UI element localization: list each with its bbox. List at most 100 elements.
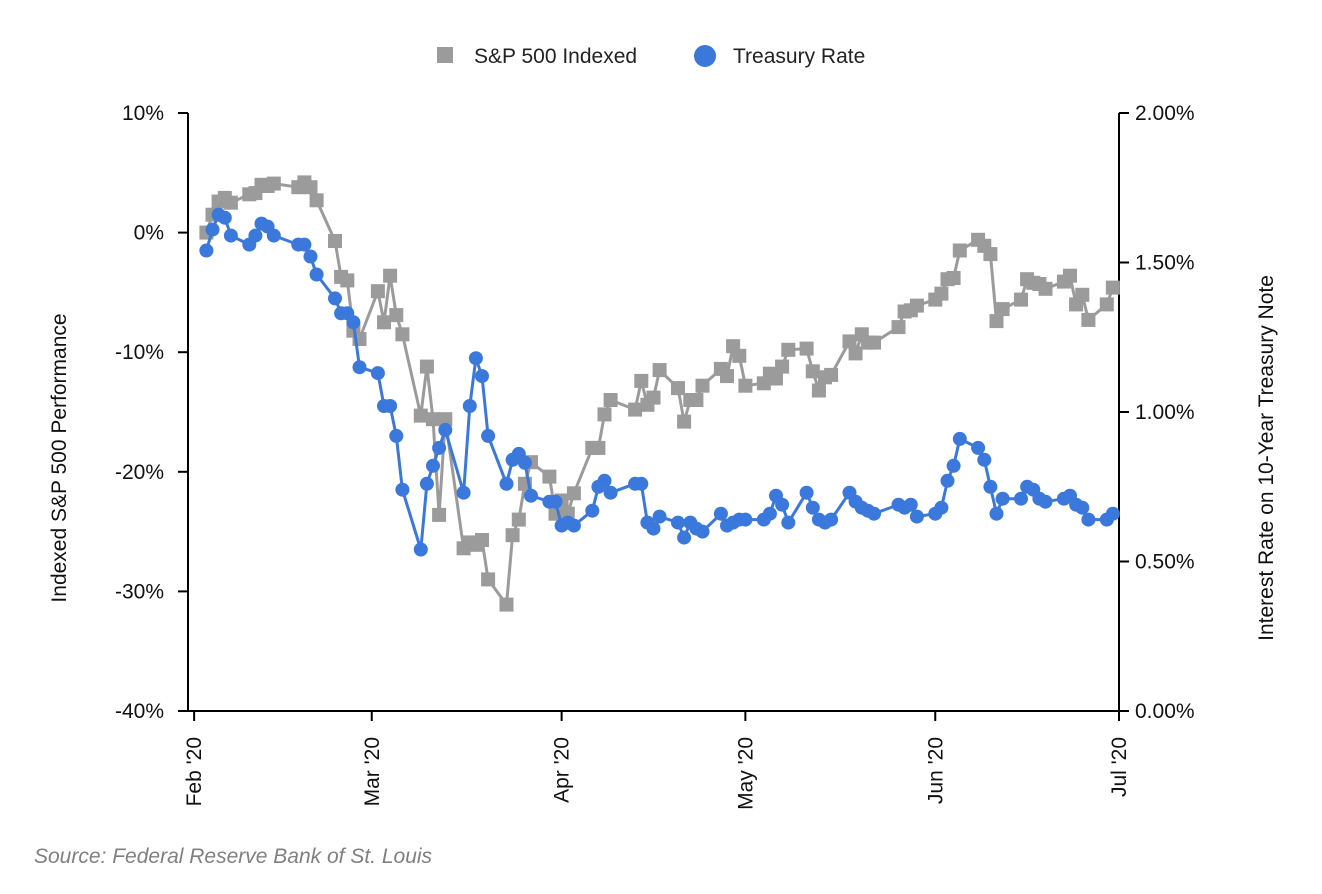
sp500-point xyxy=(511,512,526,527)
treasury-point xyxy=(671,515,685,530)
sp500-point xyxy=(628,402,643,417)
treasury-point xyxy=(762,506,777,521)
sp500-point xyxy=(952,243,967,258)
treasury-point xyxy=(205,222,220,237)
treasury-point xyxy=(297,237,312,252)
sp500-point xyxy=(1014,292,1028,307)
sp500-point xyxy=(383,268,398,283)
treasury-point xyxy=(309,267,324,282)
x-tick-label: Jul '20 xyxy=(1108,737,1131,797)
sp500-point xyxy=(995,302,1010,317)
sp500-point xyxy=(1099,297,1114,312)
sp500-point xyxy=(505,528,520,543)
x-tick-label: May '20 xyxy=(734,737,757,810)
sp500-point xyxy=(438,412,453,427)
treasury-point xyxy=(419,476,434,491)
treasury-point xyxy=(395,482,410,497)
y-left-tick-label: -20% xyxy=(115,461,164,484)
sp500-point xyxy=(1038,281,1053,296)
y-right-tick-label: 0.50% xyxy=(1135,551,1195,574)
treasury-point xyxy=(346,315,361,330)
series-treasury xyxy=(199,207,1120,557)
treasury-point xyxy=(438,422,453,437)
treasury-point xyxy=(517,455,532,470)
sp500-point xyxy=(634,373,649,388)
sp500-point xyxy=(395,327,410,342)
y-left-tick-label: -30% xyxy=(115,580,164,603)
y-right-tick-label: 1.00% xyxy=(1135,401,1195,424)
sp500-point xyxy=(934,286,949,301)
sp500-point xyxy=(891,320,906,335)
sp500-point xyxy=(309,193,324,208)
sp500-point xyxy=(805,364,820,379)
treasury-point xyxy=(303,249,318,264)
sp500-point xyxy=(769,371,783,386)
treasury-point xyxy=(248,228,263,243)
treasury-point xyxy=(217,210,232,225)
sp500-point xyxy=(370,284,385,299)
sp500-point xyxy=(328,234,342,248)
legend-sp500-label: S&P 500 Indexed xyxy=(474,45,637,68)
sp500-point xyxy=(566,486,581,501)
treasury-point xyxy=(352,360,367,375)
treasury-point xyxy=(328,291,342,306)
treasury-point xyxy=(781,515,796,530)
treasury-point xyxy=(977,452,992,467)
sp500-point xyxy=(475,533,489,547)
sp500-point xyxy=(677,414,692,429)
sp500-point xyxy=(542,469,557,484)
sp500-point xyxy=(266,176,281,191)
sp500-point xyxy=(340,273,355,288)
treasury-point xyxy=(1081,512,1096,527)
series-sp500 xyxy=(199,175,1120,612)
treasury-point xyxy=(597,473,612,488)
treasury-point xyxy=(223,228,238,243)
y-left-tick-label: -40% xyxy=(115,700,164,723)
treasury-point xyxy=(548,494,563,509)
x-tick-label: Apr '20 xyxy=(551,737,574,803)
treasury-point xyxy=(475,369,489,384)
treasury-point xyxy=(909,509,924,524)
sp500-point xyxy=(481,572,496,587)
sp500-point xyxy=(1063,268,1077,283)
treasury-point xyxy=(824,512,839,527)
sp500-point xyxy=(909,298,924,313)
treasury-point xyxy=(989,506,1004,521)
y-left-axis-title: Indexed S&P 500 Performance xyxy=(48,313,71,602)
treasury-point xyxy=(934,500,949,515)
sp500-point xyxy=(1105,280,1120,295)
sp500-point xyxy=(1081,312,1096,327)
sp500-point xyxy=(946,271,961,285)
treasury-point xyxy=(1038,494,1053,509)
legend-treasury-marker xyxy=(694,45,716,67)
treasury-point xyxy=(652,509,667,524)
y-left-tick-label: 0% xyxy=(134,222,164,245)
sp500-point xyxy=(303,180,318,195)
treasury-point xyxy=(903,497,918,512)
treasury-point xyxy=(499,476,514,491)
treasury-point xyxy=(995,491,1010,506)
treasury-point xyxy=(695,524,710,539)
treasury-point xyxy=(481,428,496,443)
sp500-point xyxy=(671,381,685,396)
treasury-point xyxy=(634,476,649,491)
sp500-point xyxy=(824,367,839,382)
treasury-point xyxy=(524,488,538,503)
treasury-point xyxy=(738,512,753,527)
treasury-point xyxy=(952,431,967,446)
x-tick-label: Feb '20 xyxy=(183,737,206,806)
sp500-point xyxy=(695,378,710,393)
y-right-tick-label: 0.00% xyxy=(1135,700,1195,723)
treasury-point xyxy=(1014,491,1028,506)
sp500-point xyxy=(426,412,440,427)
y-right-axis-title: Interest Rate on 10-Year Treasury Note xyxy=(1255,275,1278,641)
treasury-point xyxy=(1105,506,1120,521)
treasury-point xyxy=(456,485,471,500)
x-tick-label: Jun '20 xyxy=(924,737,947,804)
y-left-tick-label: 10% xyxy=(122,102,164,125)
sp500-point xyxy=(591,440,606,455)
treasury-point xyxy=(199,243,214,258)
treasury-point xyxy=(940,473,955,488)
sp500-point xyxy=(867,335,881,350)
